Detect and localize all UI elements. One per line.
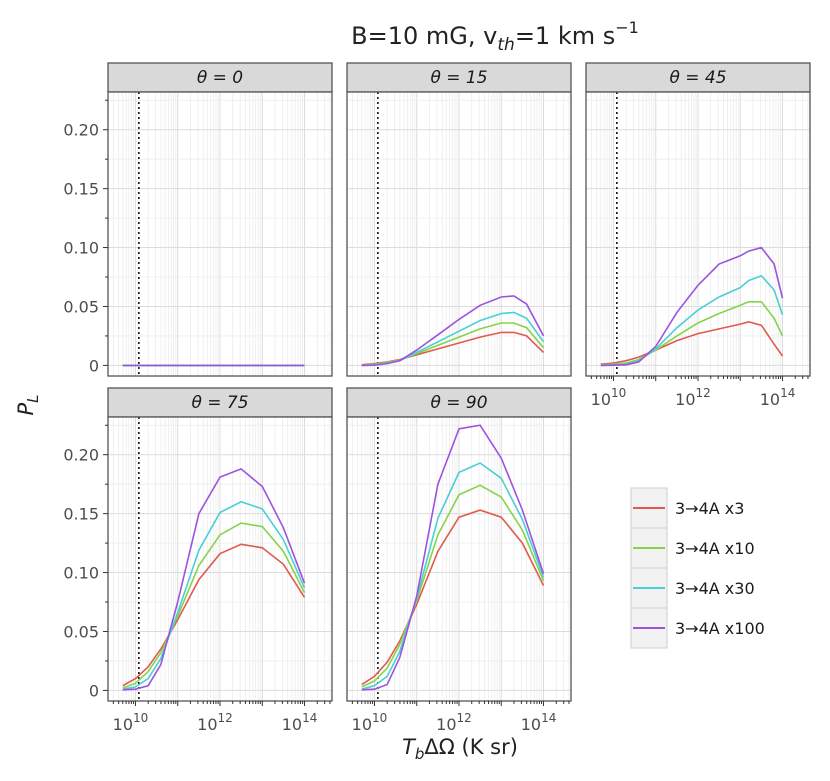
x-axis-label: TbΔΩ (K sr)	[402, 735, 518, 763]
facet-strip	[346, 387, 572, 418]
panel-border	[346, 91, 572, 377]
facet-panel: θ = 75 0 0.05 0.10 0.15 0.20 1010 1012 1014	[63, 387, 333, 734]
x-tick-label: 1014	[282, 711, 318, 734]
y-tick-label: 0.10	[63, 239, 99, 258]
series-line	[361, 462, 545, 690]
y-tick-label: 0.15	[63, 505, 99, 524]
legend-label: 3→4A x30	[675, 579, 755, 598]
y-tick-label: 0.05	[63, 622, 99, 641]
legend-item: 3→4A x3	[630, 487, 744, 529]
facet-panel: θ = 45 1010 1012 1014	[585, 62, 811, 409]
legend-label: 3→4A x10	[675, 539, 755, 558]
facet-strip-label: θ = 0	[197, 68, 243, 88]
series-line	[600, 301, 784, 366]
series-line	[361, 484, 545, 688]
legend-item: 3→4A x100	[630, 607, 765, 649]
x-tick-label: 1012	[675, 386, 711, 409]
legend-label: 3→4A x100	[675, 619, 765, 638]
series-line	[122, 467, 306, 691]
x-tick-label: 1014	[760, 386, 796, 409]
legend-item: 3→4A x10	[630, 527, 755, 569]
series-line	[600, 246, 784, 367]
series-line	[361, 509, 545, 686]
x-tick-label: 1010	[113, 711, 149, 734]
x-tick-label: 1010	[591, 386, 627, 409]
y-axis-label: PL	[14, 394, 42, 415]
facet-strip	[107, 387, 333, 418]
y-tick-label: 0.10	[63, 564, 99, 583]
legend: 3→4A x3 3→4A x10 3→4A x30 3→4A x100	[630, 487, 765, 649]
x-tick-label: 1010	[352, 711, 388, 734]
series-line	[122, 500, 306, 690]
series-line	[361, 424, 545, 691]
y-tick-label: 0.15	[63, 180, 99, 199]
facet-strip	[346, 62, 572, 93]
y-tick-label: 0	[89, 681, 99, 700]
panel-border	[107, 91, 333, 377]
panels-group: θ = 0 0 0.05 0.10 0.15 0.20 θ = 15 θ = 45 1010 10…	[63, 62, 811, 734]
facet-panel: θ = 0 0 0.05 0.10 0.15 0.20	[63, 62, 333, 377]
x-tick-label: 1012	[436, 711, 472, 734]
legend-label: 3→4A x3	[675, 499, 744, 518]
facet-strip-label: θ = 75	[191, 393, 248, 413]
series-line	[122, 522, 306, 689]
legend-item: 3→4A x30	[630, 567, 755, 609]
facet-strip	[107, 62, 333, 93]
chart-title: B=10 mG, vth=1 km s−1	[351, 18, 639, 55]
facet-strip-label: θ = 45	[669, 68, 726, 88]
x-tick-label: 1012	[197, 711, 233, 734]
y-tick-label: 0.20	[63, 121, 99, 140]
facet-panel: θ = 15	[346, 62, 572, 377]
y-tick-label: 0.20	[63, 446, 99, 465]
y-tick-label: 0	[89, 356, 99, 375]
series-line	[600, 320, 784, 365]
y-tick-label: 0.05	[63, 297, 99, 316]
series-line	[361, 295, 545, 367]
facet-strip-label: θ = 15	[430, 68, 487, 88]
facet-panel: θ = 90 1010 1012 1014	[346, 387, 572, 734]
series-line	[122, 543, 306, 687]
facet-strip-label: θ = 90	[430, 393, 487, 413]
x-tick-label: 1014	[521, 711, 557, 734]
